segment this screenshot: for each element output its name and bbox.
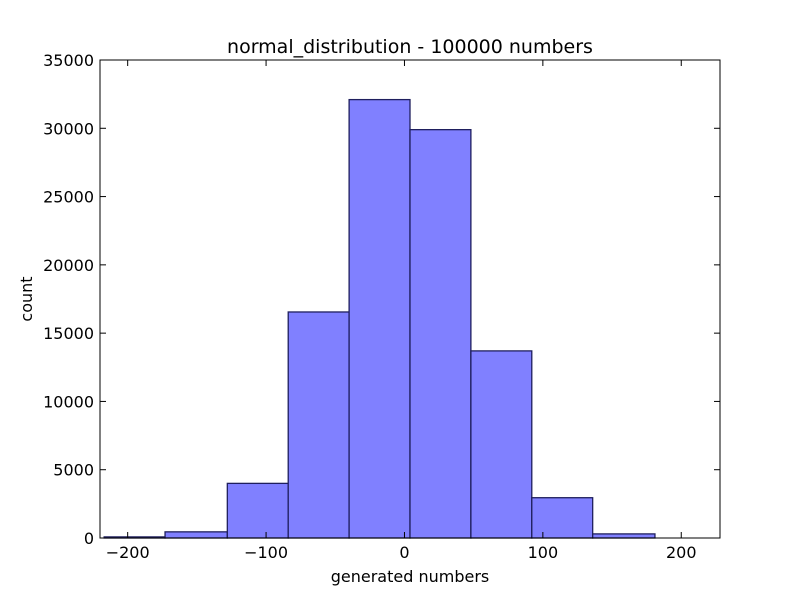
histogram-bar — [592, 533, 656, 539]
y-tick-label: 20000 — [43, 256, 94, 275]
y-tick-label: 0 — [84, 529, 94, 548]
plot-frame — [99, 59, 721, 539]
x-tick-label: 0 — [399, 543, 409, 562]
histogram-bar — [470, 350, 533, 539]
histogram-bar — [409, 129, 472, 539]
chart-title: normal_distribution - 100000 numbers — [227, 36, 593, 58]
y-tick-label: 5000 — [53, 461, 94, 480]
y-tick-label: 15000 — [43, 324, 94, 343]
x-axis-title: generated numbers — [331, 567, 490, 586]
x-tick-label: −200 — [106, 543, 150, 562]
y-tick-label: 25000 — [43, 188, 94, 207]
y-axis-title: count — [17, 276, 36, 321]
y-axis-ticks: 0 5000 10000 15000 20000 25000 30000 35000 — [43, 51, 720, 548]
x-axis-ticks: −200 −100 0 100 200 — [106, 60, 697, 562]
x-tick-label: −100 — [244, 543, 288, 562]
x-tick-label: 200 — [666, 543, 697, 562]
histogram-bar — [287, 311, 350, 539]
y-tick-label: 35000 — [43, 51, 94, 70]
histogram-bar — [226, 482, 289, 539]
y-tick-label: 10000 — [43, 392, 94, 411]
histogram-bar — [531, 497, 594, 539]
y-tick-label: 30000 — [43, 119, 94, 138]
histogram-bar — [348, 98, 411, 539]
x-tick-label: 100 — [528, 543, 559, 562]
histogram-bar — [164, 531, 228, 539]
bars-group — [103, 98, 656, 539]
